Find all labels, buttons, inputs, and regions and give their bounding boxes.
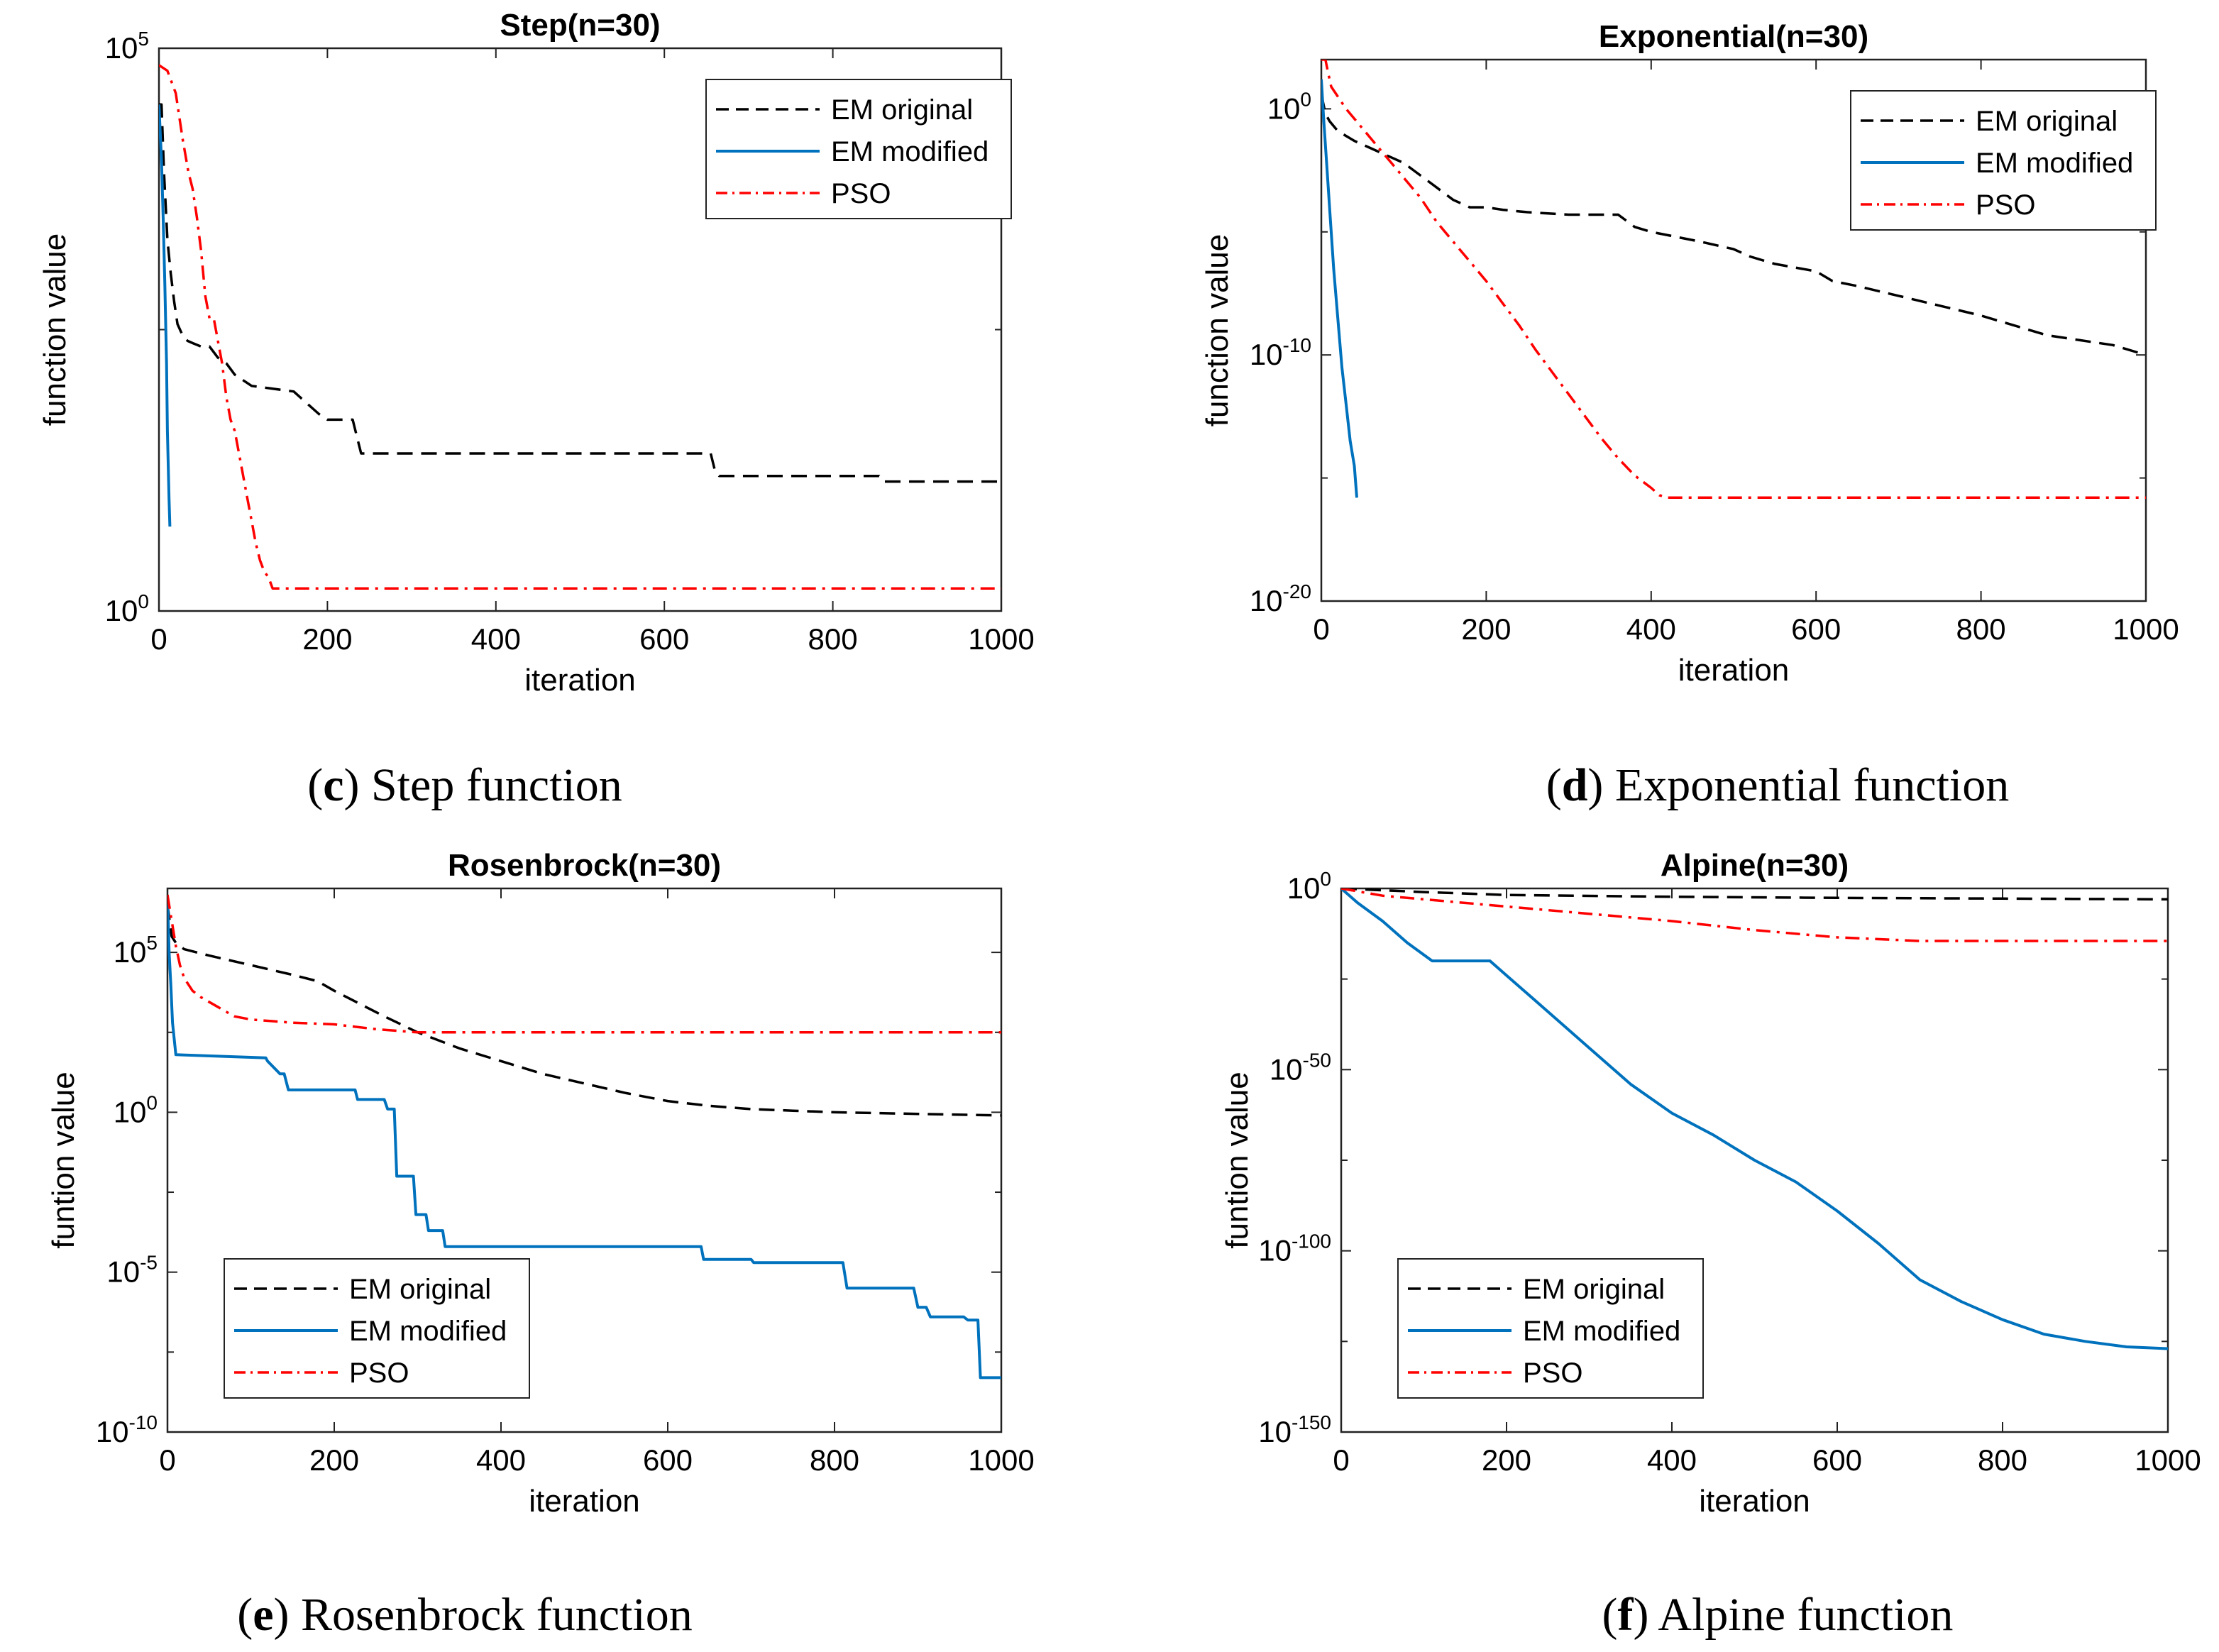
legend-entry: PSO: [1976, 189, 2035, 221]
x-tick-label: 400: [1647, 1443, 1697, 1477]
y-tick-label: 10-50: [1270, 1049, 1331, 1086]
series-line-em-modified: [1341, 888, 2168, 1350]
x-tick-label: 800: [1978, 1443, 2027, 1477]
y-axis-label: funtion value: [46, 1072, 81, 1249]
x-tick-label: 0: [1333, 1443, 1349, 1477]
y-axis-label: function value: [1200, 234, 1235, 427]
x-tick-label: 200: [309, 1443, 359, 1477]
series-line-pso: [1321, 60, 2146, 500]
legend-box: [1850, 90, 2157, 231]
series-line-em-modified: [159, 104, 172, 527]
y-axis-label: function value: [38, 233, 72, 426]
x-tick-label: 400: [471, 622, 521, 656]
series-line-em-original: [159, 103, 1001, 483]
legend: EM original EM modified PSO: [705, 79, 1012, 219]
chart-3: Alpine(n=30) 0 200 400 600 800 1000 100 10-50 10-…: [1220, 848, 2201, 1641]
panel-caption: (e) Rosenbrock function: [237, 1589, 692, 1641]
series-group: [1321, 60, 2146, 500]
legend-entry: EM modified: [1523, 1316, 1680, 1347]
legend-entry: EM modified: [831, 136, 989, 167]
legend-entry: PSO: [1523, 1358, 1582, 1389]
series-line-em-modified: [167, 894, 1001, 1380]
x-tick-label: 1000: [968, 1443, 1034, 1477]
series-group: [167, 894, 1001, 1380]
x-tick-label: 600: [639, 622, 689, 656]
series-line-em-original: [1341, 888, 2168, 901]
x-axis-label: iteration: [1699, 1484, 1810, 1519]
series-group: [159, 64, 1001, 590]
y-tick-label: 100: [105, 590, 149, 627]
x-tick-label: 400: [476, 1443, 526, 1477]
x-tick-label: 200: [1461, 612, 1511, 646]
chart-title: Alpine(n=30): [1661, 848, 1849, 883]
legend-box: [224, 1258, 530, 1399]
x-tick-label: 600: [1791, 612, 1841, 646]
x-axis-label: iteration: [1678, 653, 1790, 688]
series-line-em-original: [167, 904, 1001, 1117]
legend-entry: EM original: [1523, 1274, 1665, 1305]
x-tick-label: 200: [1482, 1443, 1531, 1477]
x-tick-label: 800: [810, 1443, 859, 1477]
legend-box: [705, 79, 1012, 219]
x-tick-label: 1000: [968, 622, 1034, 656]
legend: EM original EM modified PSO: [224, 1258, 530, 1399]
chart-0: Step(n=30) 0 200 400 600 800 1000 100 105 iterati…: [38, 8, 1035, 811]
x-tick-label: 0: [1313, 612, 1329, 646]
x-tick-label: 0: [159, 1443, 175, 1477]
y-tick-label: 10-150: [1258, 1411, 1331, 1448]
series-line-pso: [159, 64, 1001, 590]
series-line-em-modified: [1321, 79, 1358, 498]
y-tick-label: 10-100: [1258, 1230, 1331, 1267]
x-tick-label: 400: [1626, 612, 1676, 646]
x-tick-label: 800: [808, 622, 858, 656]
series-group: [1341, 888, 2168, 1350]
y-tick-label: 10-10: [1250, 334, 1311, 371]
legend-box: [1397, 1258, 1704, 1399]
x-tick-label: 600: [643, 1443, 693, 1477]
legend-entry: PSO: [831, 178, 891, 209]
y-tick-label: 10-10: [96, 1411, 158, 1448]
x-tick-label: 1000: [2113, 612, 2179, 646]
chart-2: Rosenbrock(n=30) 0 200 400 600 800 1000 105 100 1…: [46, 848, 1035, 1641]
y-tick-label: 10-20: [1250, 580, 1311, 617]
x-tick-label: 1000: [2135, 1443, 2201, 1477]
legend-entry: EM modified: [1976, 148, 2133, 179]
y-tick-label: 105: [105, 28, 149, 65]
y-tick-label: 100: [1267, 88, 1311, 125]
y-tick-label: 105: [114, 932, 158, 969]
chart-title: Rosenbrock(n=30): [448, 848, 721, 883]
series-line-pso: [167, 894, 1001, 1034]
y-tick-label: 100: [1287, 868, 1331, 905]
legend-entry: EM original: [831, 94, 973, 126]
chart-1: Exponential(n=30) 0 200 400 600 800 1000 100 10-…: [1200, 19, 2179, 811]
legend-entry: EM original: [1976, 106, 2118, 137]
panel-caption: (c) Step function: [307, 759, 622, 811]
y-tick-label: 10-5: [106, 1252, 158, 1289]
y-axis-label: funtion value: [1220, 1072, 1255, 1249]
legend-entry: EM original: [349, 1274, 491, 1305]
panel-caption: (f) Alpine function: [1602, 1589, 1954, 1641]
legend: EM original EM modified PSO: [1397, 1258, 1704, 1399]
x-tick-label: 0: [150, 622, 167, 656]
legend: EM original EM modified PSO: [1850, 90, 2157, 231]
chart-title: Exponential(n=30): [1599, 19, 1868, 54]
series-line-pso: [1341, 888, 2168, 942]
legend-entry: EM modified: [349, 1316, 507, 1347]
chart-title: Step(n=30): [500, 8, 660, 43]
x-tick-label: 200: [302, 622, 352, 656]
x-tick-label: 800: [1956, 612, 2006, 646]
panel-caption: (d) Exponential function: [1546, 759, 2010, 811]
x-tick-label: 600: [1812, 1443, 1862, 1477]
legend-entry: PSO: [349, 1358, 409, 1389]
x-axis-label: iteration: [529, 1484, 640, 1519]
y-tick-label: 100: [114, 1091, 158, 1128]
series-line-em-original: [1321, 94, 2146, 356]
x-axis-label: iteration: [524, 663, 636, 698]
